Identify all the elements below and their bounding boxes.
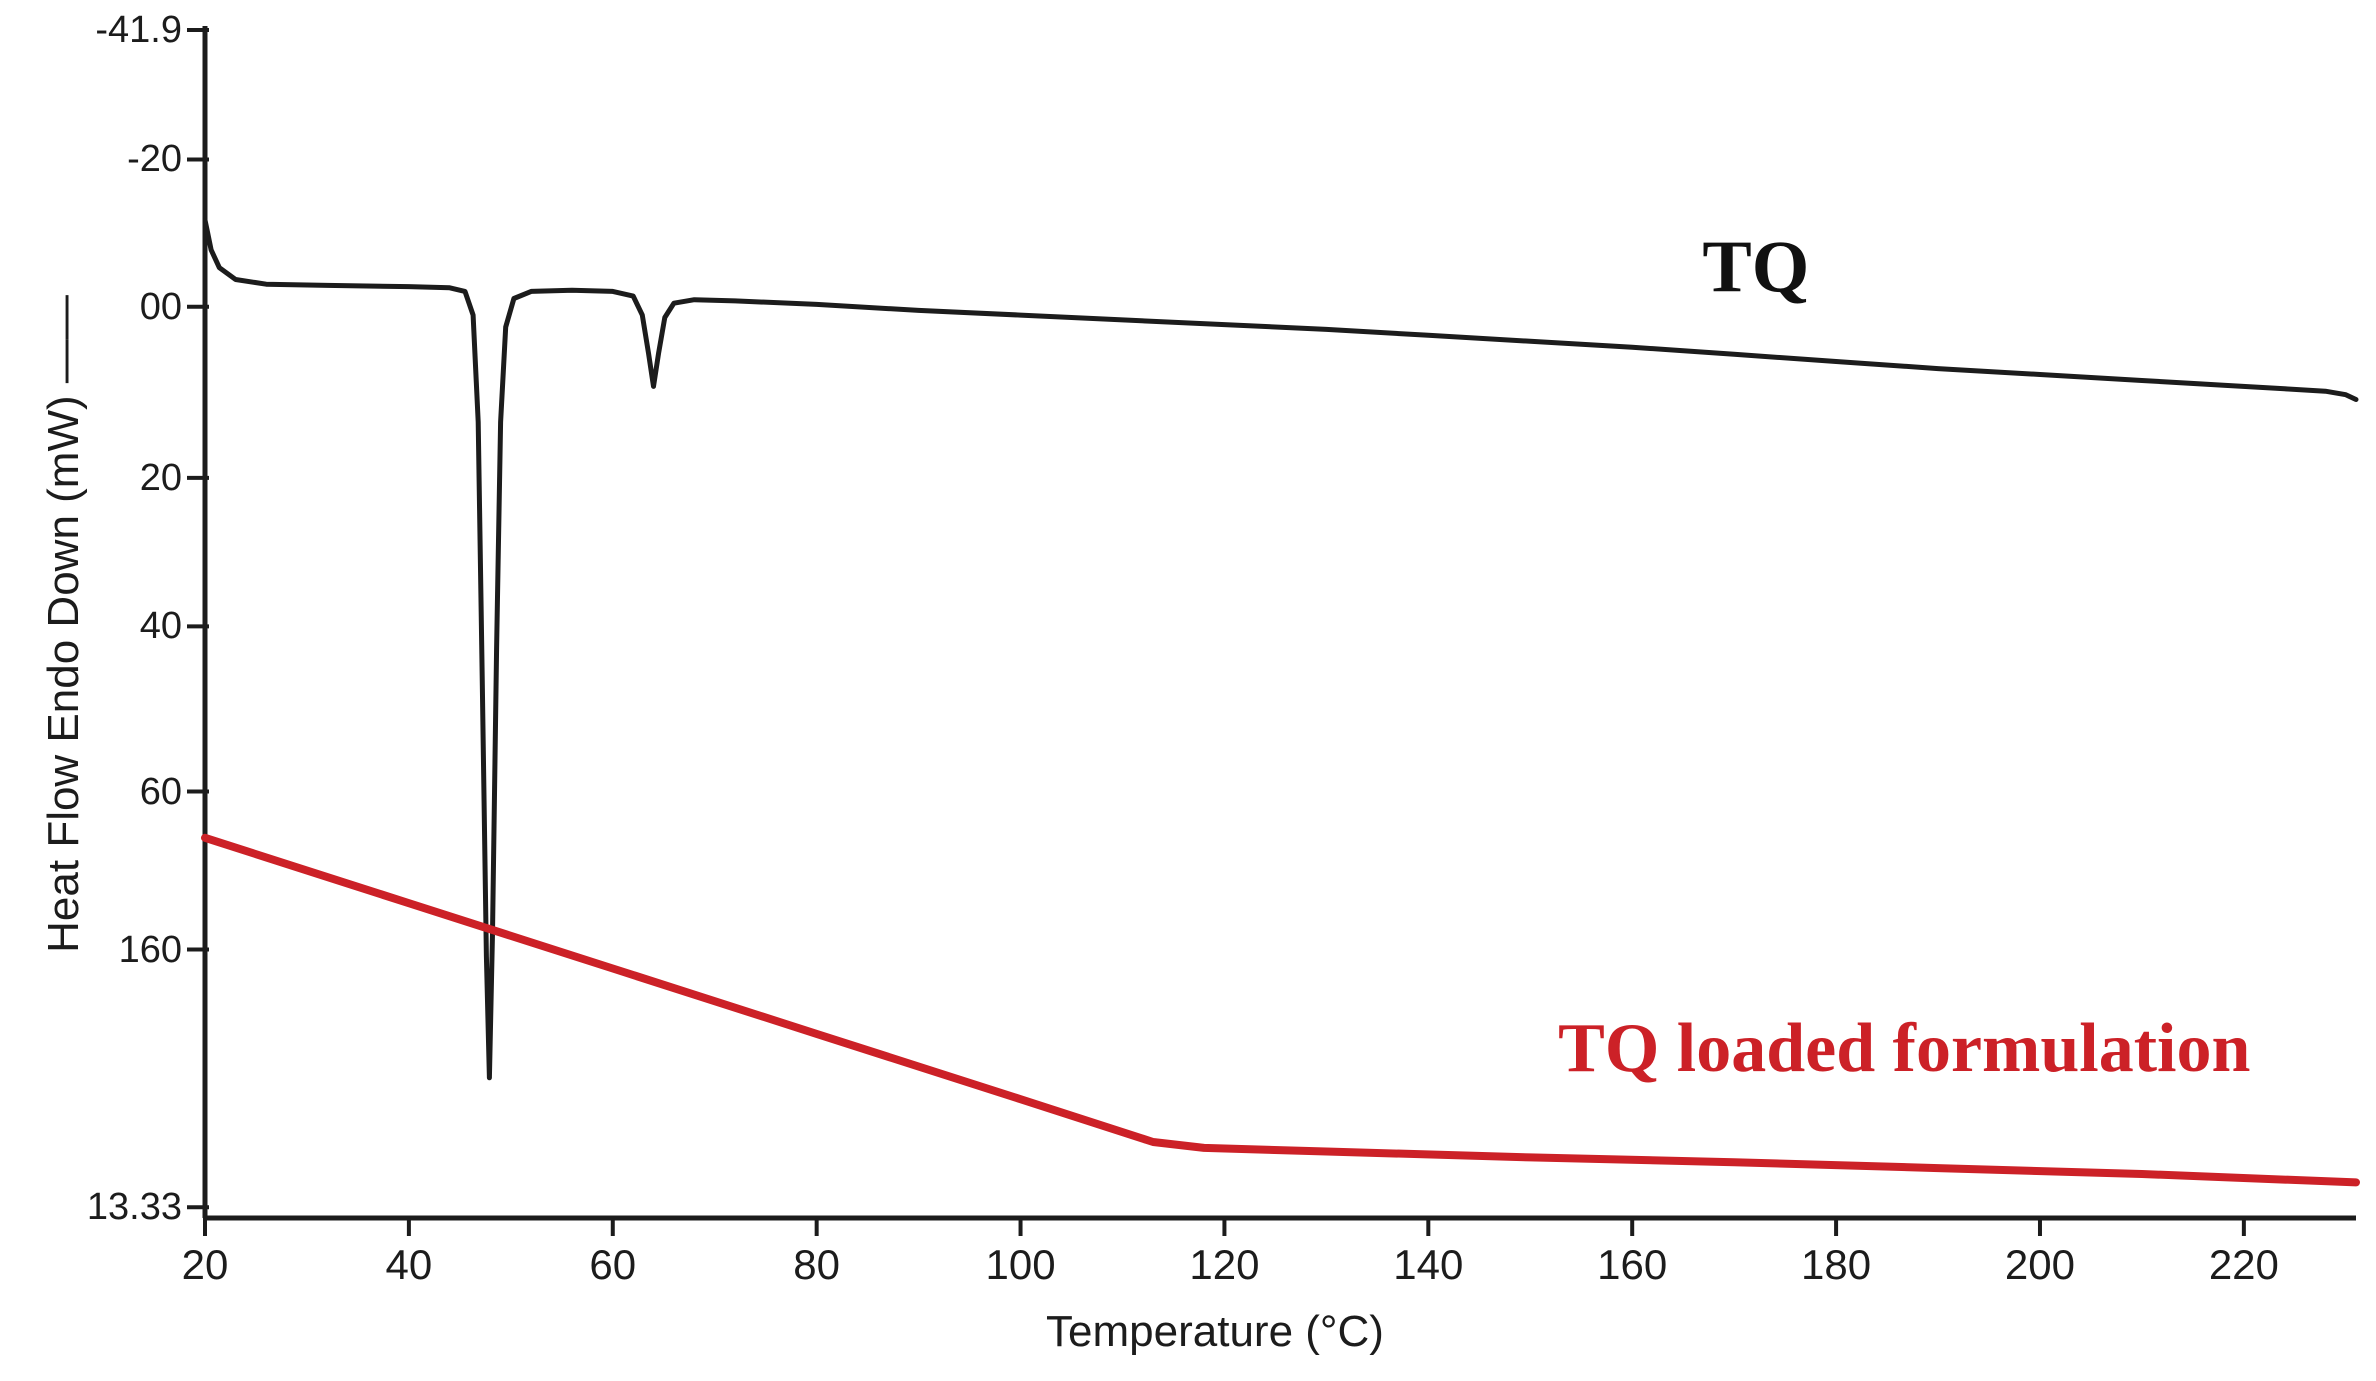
- x-tick-label: 60: [589, 1241, 637, 1288]
- y-tick-label: 20: [139, 456, 182, 499]
- series-annotation-tq-loaded-formulation: TQ loaded formulation: [1558, 1010, 2251, 1088]
- x-tick-label: 40: [385, 1241, 433, 1288]
- y-tick-label: 60: [139, 770, 182, 813]
- y-tick-label: -41.9: [95, 9, 182, 51]
- x-tick-label: 100: [985, 1241, 1056, 1288]
- series-annotation-tq: TQ: [1702, 226, 1810, 309]
- series-line-1: [201, 833, 2360, 1187]
- x-tick-label: 20: [181, 1241, 229, 1288]
- x-tick-label: 200: [2004, 1241, 2075, 1288]
- x-tick-label: 220: [2208, 1241, 2279, 1288]
- x-tick-label: 80: [793, 1241, 841, 1288]
- y-tick-label: 00: [139, 285, 182, 328]
- y-axis-title: Heat Flow Endo Down (mW) ——: [39, 295, 88, 953]
- y-tick-label: -20: [127, 138, 182, 181]
- y-tick-label: 13.33: [86, 1186, 182, 1229]
- y-tick-label: 160: [118, 928, 182, 971]
- x-tick-label: 180: [1801, 1241, 1872, 1288]
- x-tick-label: 160: [1597, 1241, 1668, 1288]
- x-tick-label: 140: [1393, 1241, 1464, 1288]
- x-axis-title: Temperature (°C): [1046, 1307, 1384, 1356]
- x-tick-label: 120: [1189, 1241, 1260, 1288]
- y-tick-label: 40: [139, 605, 182, 648]
- series-line-0: [202, 217, 2359, 1081]
